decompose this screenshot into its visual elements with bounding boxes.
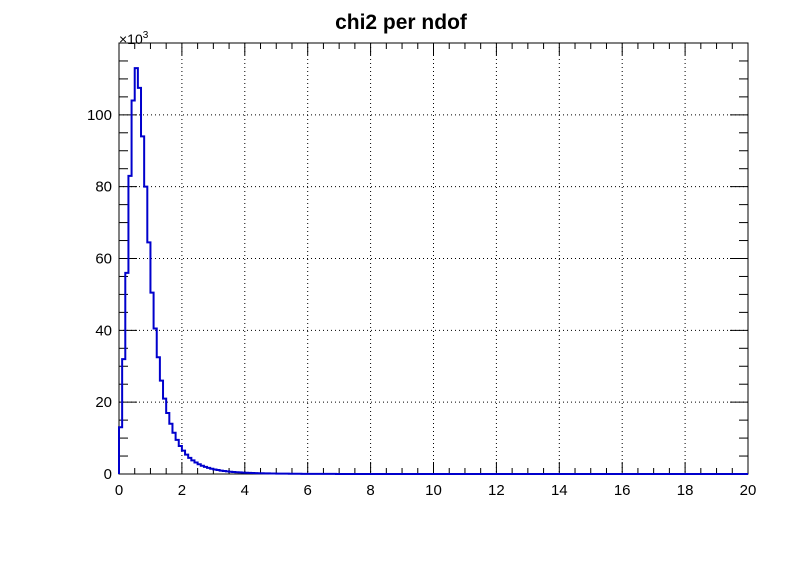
y-tick-label: 0 [104,466,112,483]
x-tick-label: 2 [178,482,186,499]
y-tick-label: 60 [95,251,112,268]
y-tick-label: 80 [95,179,112,196]
x-tick-label: 18 [677,482,694,499]
axis-ticks [118,43,749,475]
grid-lines [119,43,748,474]
x-tick-label: 10 [425,482,442,499]
x-tick-label: 20 [740,482,757,499]
y-axis-multiplier: ×103 [119,30,149,47]
x-tick-label: 12 [488,482,505,499]
y-tick-label: 20 [95,394,112,411]
x-tick-label: 0 [115,482,123,499]
chart-title: chi2 per ndof [335,11,468,34]
y-tick-label: 40 [95,322,112,339]
x-tick-label: 14 [551,482,568,499]
y-axis-multiplier-exponent: 3 [143,30,149,41]
x-tick-label: 8 [366,482,374,499]
histogram-series-line [118,67,748,475]
x-tick-label: 16 [614,482,631,499]
x-tick-label: 6 [304,482,312,499]
y-axis-multiplier-base: ×10 [119,31,143,47]
y-tick-label: 100 [87,107,112,124]
x-tick-label: 4 [241,482,249,499]
x-axis-tick-labels: 0 2 4 6 8 10 12 14 16 18 20 [115,482,757,499]
y-axis-tick-labels: 0 20 40 60 80 100 [87,107,112,483]
